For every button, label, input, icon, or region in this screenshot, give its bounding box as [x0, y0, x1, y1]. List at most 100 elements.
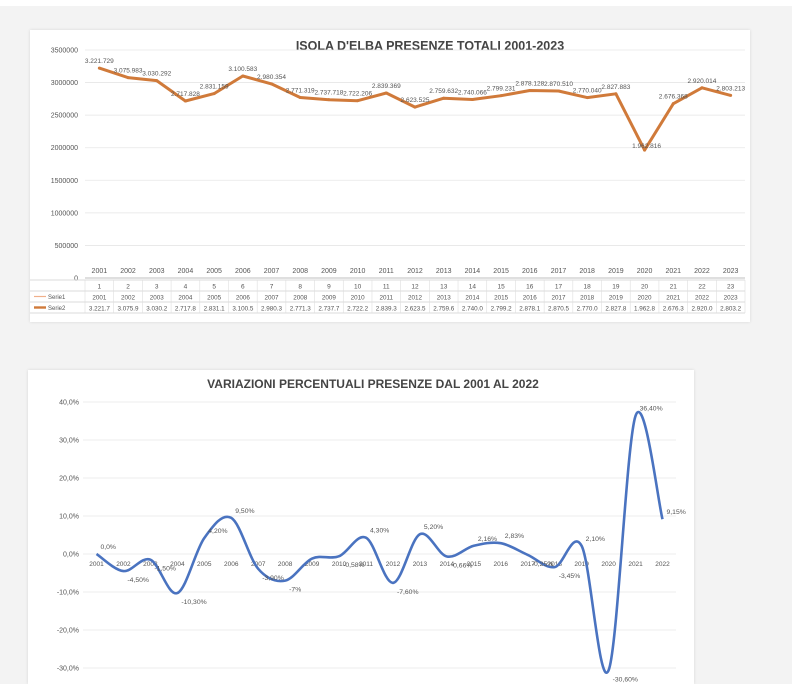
x-tick-label: 2001: [92, 268, 108, 275]
data-label: 1.962.816: [632, 143, 661, 150]
x-tick-label: 2017: [521, 561, 536, 568]
table-cell: 2.770.0: [577, 305, 599, 312]
x-tick-label: 2006: [224, 561, 239, 568]
data-point: [212, 92, 216, 96]
table-header-cell: 1: [98, 284, 102, 291]
data-label: 2.980.354: [257, 74, 286, 81]
table-cell: 2013: [437, 294, 452, 301]
y-tick-label: 2500000: [51, 113, 78, 120]
table-cell: 2.980.3: [261, 305, 283, 312]
data-point: [327, 98, 331, 102]
data-point: [585, 96, 589, 100]
table-cell: 2.717.8: [175, 305, 197, 312]
data-point: [729, 93, 733, 97]
y-tick-label: 40,0%: [59, 400, 79, 407]
data-label: -0,25%: [532, 561, 554, 568]
series-line-serie2: [98, 66, 732, 152]
x-tick-label: 2021: [628, 561, 643, 568]
table-cell: 2.759.6: [433, 305, 455, 312]
data-label: -3,90%: [262, 575, 284, 582]
data-label: 2.676.368: [659, 94, 688, 101]
table-cell: 2021: [666, 294, 681, 301]
table-cell: 2017: [551, 294, 566, 301]
table-cell: 2004: [178, 294, 193, 301]
y-tick-label: 1500000: [51, 178, 78, 185]
table-row-name: Serie2: [48, 306, 66, 312]
table-cell: 2020: [638, 294, 653, 301]
y-tick-label: 30,0%: [59, 438, 79, 445]
x-tick-label: 2016: [494, 561, 509, 568]
x-tick-label: 2007: [264, 268, 280, 275]
table-cell: 2.722.2: [347, 305, 369, 312]
x-tick-label: 2021: [665, 268, 681, 275]
data-label: 2.870.510: [544, 81, 573, 88]
chart-title: VARIAZIONI PERCENTUALI PRESENZE DAL 2001…: [207, 377, 539, 391]
data-label: -7%: [289, 587, 301, 594]
x-tick-label: 2022: [694, 268, 710, 275]
data-point: [298, 95, 302, 99]
x-tick-label: 2006: [235, 268, 251, 275]
data-label: 2,16%: [478, 536, 497, 543]
table-cell: 2.771.3: [290, 305, 312, 312]
data-label: 3.221.729: [85, 58, 114, 65]
table-cell: 2016: [523, 294, 538, 301]
y-tick-label: 3000000: [51, 80, 78, 87]
table-cell: 2.831.1: [204, 305, 226, 312]
data-label: 2.717.828: [171, 91, 200, 98]
data-label: 4,30%: [370, 528, 389, 535]
table-cell: 2014: [465, 294, 480, 301]
chart-presenze-totali-svg: ISOLA D'ELBA PRESENZE TOTALI 2001-2023 0…: [30, 39, 745, 314]
data-point: [270, 82, 274, 86]
data-point: [470, 98, 474, 102]
table-cell: 3.075.9: [118, 305, 140, 312]
x-tick-label: 2014: [440, 561, 455, 568]
data-label: 9,15%: [667, 509, 686, 516]
x-tick-label: 2015: [493, 268, 509, 275]
table-cell: 2011: [380, 294, 394, 301]
table-cell: 2.740.0: [462, 305, 484, 312]
y-tick-label: 3500000: [51, 48, 78, 55]
data-label: 4,20%: [208, 528, 227, 535]
table-header-cell: 4: [184, 284, 188, 291]
table-header-cell: 15: [497, 284, 505, 291]
table-cell: 2019: [609, 294, 624, 301]
data-label: 2.737.718: [314, 90, 343, 97]
data-label: 9,50%: [235, 508, 254, 515]
x-tick-label: 2002: [116, 561, 131, 568]
x-tick-label: 2014: [465, 268, 481, 275]
x-tick-label: 2012: [407, 268, 423, 275]
data-point: [700, 86, 704, 90]
data-label: 2,83%: [505, 533, 524, 540]
table-header-cell: 5: [212, 284, 216, 291]
x-tick-label: 2010: [332, 561, 347, 568]
table-header-cell: 8: [298, 284, 302, 291]
table-cell: 2018: [580, 294, 595, 301]
x-tick-label: 2023: [723, 268, 739, 275]
table-header-cell: 3: [155, 284, 159, 291]
data-label: 3.030.292: [142, 71, 171, 78]
data-label: 2.623.525: [401, 97, 430, 104]
table-cell: 2005: [207, 294, 222, 301]
y-tick-label: -30,0%: [57, 666, 79, 673]
table-header-cell: 6: [241, 284, 245, 291]
x-tick-label: 2005: [197, 561, 212, 568]
table-cell: 2.737.7: [318, 305, 340, 312]
table-cell: 2006: [236, 294, 251, 301]
data-label: 2.740.066: [458, 90, 487, 97]
table-cell: 2.623.5: [404, 305, 426, 312]
table-cell: 2003: [150, 294, 165, 301]
data-point: [384, 91, 388, 95]
data-label: 3.075.983: [114, 68, 143, 75]
table-cell: 2002: [121, 294, 136, 301]
table-header-cell: 7: [270, 284, 274, 291]
data-point: [413, 105, 417, 109]
data-point: [442, 96, 446, 100]
table-cell: 2.878.1: [519, 305, 541, 312]
window-edge-right: [792, 0, 800, 684]
y-tick-label: 2000000: [51, 145, 78, 152]
chart-variazioni-percentuali: VARIAZIONI PERCENTUALI PRESENZE DAL 2001…: [28, 370, 694, 684]
x-tick-label: 2013: [413, 561, 428, 568]
data-label: 3.100.583: [228, 66, 257, 73]
data-point: [643, 148, 647, 152]
table-header-cell: 10: [354, 284, 362, 291]
